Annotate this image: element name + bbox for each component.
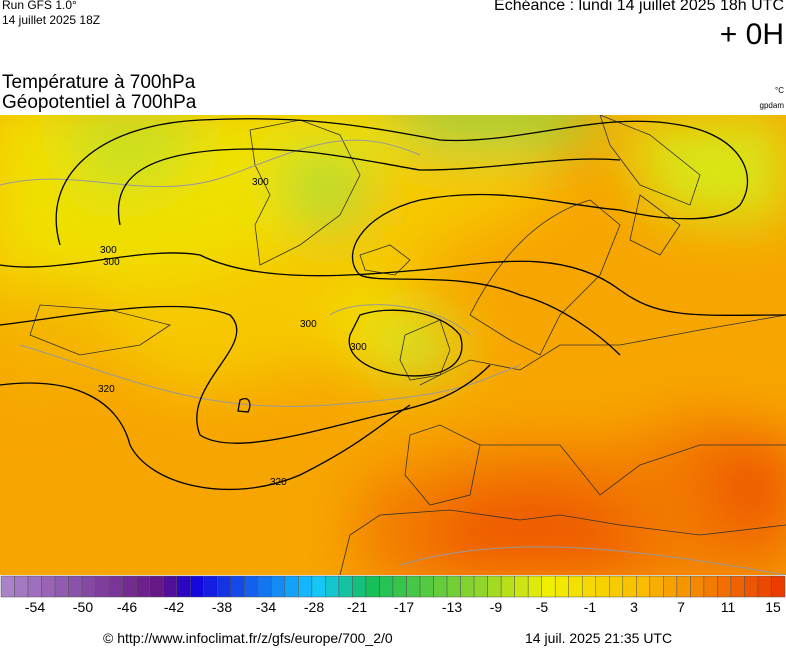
colorbar-swatch [122,575,137,598]
colorbar-swatch [406,575,421,598]
colorbar-swatch [271,575,286,598]
colorbar-label: -50 [72,599,94,615]
colorbar-label: -34 [255,599,277,615]
colorbar-swatch [108,575,123,598]
isotherms [0,139,786,575]
colorbar-swatch [541,575,556,598]
colorbar-swatch [27,575,42,598]
colorbar-swatch [149,575,164,598]
colorbar-label: -54 [24,599,46,615]
colorbar-swatch [392,575,407,598]
colorbar-swatch [135,575,150,598]
title-temp: Température à 700hPa [2,72,196,93]
valid-time: Echéance : lundi 14 juillet 2025 18h UTC [494,0,784,14]
colorbar-swatch [433,575,448,598]
contour-label: 320 [270,477,287,488]
colorbar-label: -21 [346,599,368,615]
colorbar-label: 15 [765,599,781,615]
colorbar-swatch [284,575,299,598]
colorbar-label: -38 [211,599,233,615]
colorbar-label: -13 [441,599,463,615]
unit-geo: gpdam [759,101,784,110]
footer-source: © http://www.infoclimat.fr/z/gfs/europe/… [103,630,393,646]
colorbar-swatch [771,575,786,598]
colorbar-swatch [68,575,83,598]
unit-temp: °C [775,86,784,95]
colorbar-label: 7 [677,599,685,615]
colorbar-label: -46 [116,599,138,615]
colorbar-swatch [554,575,569,598]
colorbar-label: 3 [630,599,638,615]
colorbar-swatch [514,575,529,598]
contour-label: 300 [300,319,317,330]
colorbar-swatch [460,575,475,598]
colorbar-swatch [690,575,705,598]
contour-label: 300 [103,257,120,268]
colorbar-swatch [649,575,664,598]
colorbar-swatch [703,575,718,598]
colorbar-swatch [446,575,461,598]
colorbar-swatch [81,575,96,598]
colorbar-swatch [473,575,488,598]
colorbar-label: -5 [535,599,549,615]
contour-label: 300 [100,245,117,256]
colorbar-swatch [419,575,434,598]
colorbar-label: -1 [583,599,597,615]
colorbar-label: -17 [393,599,415,615]
colorbar-label: -28 [303,599,325,615]
colorbar-swatch [0,575,15,598]
colorbar-swatch [203,575,218,598]
colorbar-swatch [595,575,610,598]
colorbar-swatch [365,575,380,598]
colorbar-swatch [257,575,272,598]
colorbar-swatch [500,575,515,598]
run-date: 14 juillet 2025 18Z [2,13,101,27]
run-label: Run GFS 1.0° [2,0,77,12]
colorbar-swatch [311,575,326,598]
colorbar-label: -9 [489,599,503,615]
footer-generated: 14 juil. 2025 21:35 UTC [525,630,673,646]
colorbar-swatch [244,575,259,598]
colorbar-swatch [379,575,394,598]
colorbar-swatch [581,575,597,598]
colorbar [0,575,786,598]
colorbar-swatch [298,575,313,598]
colorbar-swatch [717,575,732,598]
contour-label: 320 [98,384,115,395]
colorbar-label: 11 [720,599,736,615]
colorbar-swatch [162,575,177,598]
colorbar-swatch [230,575,245,598]
colorbar-swatch [338,575,353,598]
colorbar-swatch [352,575,367,598]
colorbar-swatch [757,575,772,598]
lead-time: + 0H [719,18,784,51]
colorbar-swatch [609,575,624,598]
colorbar-swatch [636,575,651,598]
colorbar-swatch [676,575,691,598]
colorbar-swatch [41,575,56,598]
colorbar-swatch [744,575,759,598]
contour-label: 300 [252,177,269,188]
colorbar-swatch [730,575,745,598]
colorbar-swatch [325,575,340,598]
colorbar-label: -42 [163,599,185,615]
colorbar-swatch [663,575,678,598]
colorbar-swatch [14,575,29,598]
geopotential-contours [0,118,786,491]
colorbar-swatch [622,575,637,598]
contour-label: 300 [350,342,367,353]
colorbar-swatch [527,575,542,598]
colorbar-swatch [189,575,205,598]
colorbar-swatch [217,575,232,598]
title-geo: Géopotentiel à 700hPa [2,92,197,113]
colorbar-swatch [568,575,583,598]
colorbar-swatch [176,575,191,598]
colorbar-swatch [54,575,69,598]
colorbar-swatch [95,575,110,598]
colorbar-swatch [487,575,502,598]
